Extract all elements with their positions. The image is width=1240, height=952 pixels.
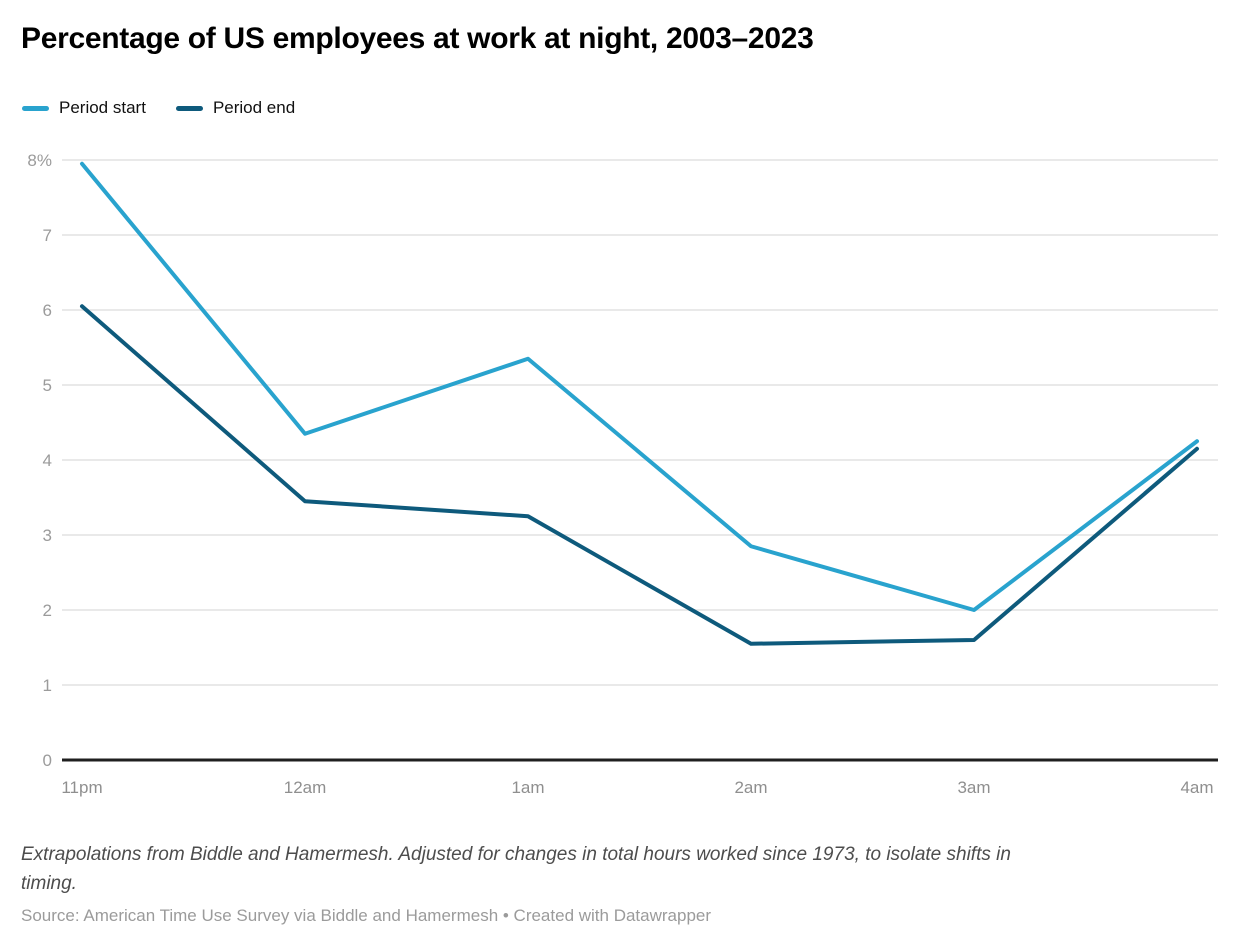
x-tick-label: 2am — [734, 778, 767, 797]
x-tick-label: 12am — [284, 778, 327, 797]
legend-item-period-end: Period end — [175, 98, 296, 118]
chart-title: Percentage of US employees at work at ni… — [21, 22, 814, 55]
y-tick-label: 4 — [43, 451, 52, 470]
y-tick-label: 1 — [43, 676, 52, 695]
x-tick-label: 11pm — [61, 778, 102, 797]
y-tick-label: 6 — [43, 301, 52, 320]
legend-label: Period start — [59, 98, 146, 117]
x-axis-tick-labels: 11pm 12am 1am 2am 3am 4am — [61, 778, 1213, 797]
period-end-swatch-icon — [175, 105, 203, 111]
y-tick-label: 7 — [43, 226, 52, 245]
series-line-period-end — [80, 304, 1199, 646]
chart-source: Source: American Time Use Survey via Bid… — [21, 906, 712, 925]
y-tick-label: 2 — [43, 601, 52, 620]
y-axis-tick-labels: 8% 7 6 5 4 3 2 1 0 — [27, 151, 52, 770]
y-tick-label: 8% — [27, 151, 52, 170]
series-line-period-start — [80, 161, 1199, 612]
period-start-swatch-icon — [22, 105, 49, 111]
line-chart: 8% 7 6 5 4 3 2 1 0 11pm 12am 1am 2am 3am 4am — [27, 151, 1218, 797]
series-lines — [80, 161, 1199, 646]
legend-item-period-start: Period start — [22, 98, 146, 118]
legend: Period start Period end — [22, 98, 295, 118]
y-tick-label: 0 — [43, 751, 52, 770]
legend-label: Period end — [212, 98, 296, 117]
x-tick-label: 4am — [1180, 778, 1213, 797]
y-tick-label: 3 — [43, 526, 52, 545]
x-tick-label: 3am — [957, 778, 990, 797]
x-tick-label: 1am — [511, 778, 544, 797]
chart-note: Extrapolations from Biddle and Hamermesh… — [21, 844, 1011, 894]
gridlines — [62, 159, 1218, 762]
y-tick-label: 5 — [43, 376, 52, 395]
